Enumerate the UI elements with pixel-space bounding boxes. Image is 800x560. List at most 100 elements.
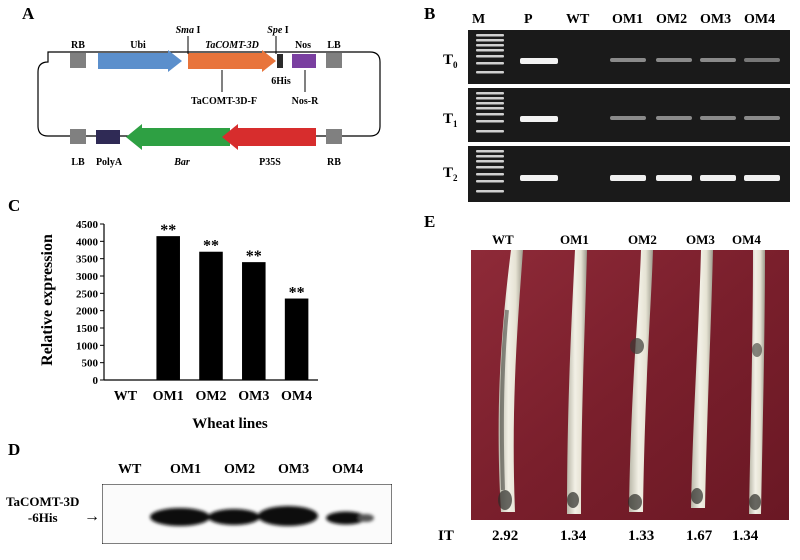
panel-label-d: D bbox=[8, 440, 21, 459]
western-band bbox=[150, 508, 210, 526]
western-band bbox=[326, 511, 366, 525]
it-value: 1.34 bbox=[560, 528, 587, 544]
gel-band bbox=[610, 175, 646, 181]
gel-band bbox=[700, 175, 736, 181]
lane-label: OM3 bbox=[700, 12, 732, 27]
x-tick-label: OM4 bbox=[281, 389, 312, 404]
y-tick-label: 4500 bbox=[76, 219, 99, 231]
gel-band bbox=[656, 58, 692, 62]
western-band bbox=[358, 514, 374, 522]
gel-band bbox=[656, 175, 692, 181]
panel-label-b: B bbox=[424, 4, 436, 23]
gel-row-label-t1: T1 bbox=[443, 111, 458, 129]
x-tick-label: OM1 bbox=[153, 389, 184, 404]
x-tick-label: WT bbox=[114, 389, 138, 404]
vector-construct-diagram: RB Ubi Sma I TaCOMT-3D Spe I Nos LB 6His… bbox=[37, 25, 381, 168]
y-tick-label: 2500 bbox=[76, 288, 99, 300]
gel-t2 bbox=[468, 146, 790, 202]
lb-border-top bbox=[326, 53, 342, 68]
panel-label-e: E bbox=[424, 212, 436, 231]
significance-label: ** bbox=[160, 222, 176, 239]
gel-band bbox=[744, 58, 780, 62]
gel-band bbox=[610, 58, 646, 62]
stem-label: OM2 bbox=[628, 232, 657, 247]
it-value: 2.92 bbox=[492, 528, 519, 544]
x-tick-label: OM3 bbox=[238, 389, 269, 404]
stem-label: WT bbox=[492, 232, 514, 247]
gel-band bbox=[700, 58, 736, 62]
stem-om2 bbox=[628, 250, 653, 512]
y-tick-label: 3000 bbox=[76, 271, 99, 283]
bar-gene-arrow bbox=[126, 124, 230, 150]
x-tick-label: OM2 bbox=[195, 389, 226, 404]
sma-site-label: Sma I bbox=[176, 25, 201, 36]
primer-r-label: Nos-R bbox=[292, 96, 319, 107]
lb-label-bottom: LB bbox=[71, 157, 85, 168]
gel-lane-headers: M P WT OM1 OM2 OM3 OM4 bbox=[466, 12, 800, 32]
gel-band bbox=[610, 116, 646, 120]
ladder-bands bbox=[476, 150, 504, 193]
y-axis-label: Relative expression bbox=[39, 234, 56, 366]
tacomt-gene-arrow bbox=[188, 50, 276, 72]
bar bbox=[284, 298, 309, 380]
western-protein-label: TaCOMT-3D -6His bbox=[6, 494, 80, 525]
gel-band bbox=[520, 58, 558, 64]
p35s-promoter-arrow bbox=[222, 124, 316, 150]
lane-label: WT bbox=[566, 12, 590, 27]
gel-band bbox=[656, 116, 692, 120]
bar-label: Bar bbox=[173, 157, 190, 168]
stem-infection-photo bbox=[471, 250, 789, 520]
western-arrow-icon: → bbox=[84, 508, 100, 525]
nos-label-top: Nos bbox=[295, 40, 311, 51]
lane-label: M bbox=[472, 12, 486, 27]
bar bbox=[242, 262, 266, 380]
western-lane-label: OM2 bbox=[224, 462, 256, 477]
bar bbox=[156, 236, 180, 380]
significance-label: ** bbox=[289, 285, 305, 302]
gel-band bbox=[744, 116, 780, 120]
primer-f-label: TaCOMT-3D-F bbox=[191, 96, 257, 107]
significance-label: ** bbox=[246, 248, 262, 265]
nos-terminator-box bbox=[292, 54, 316, 68]
ubi-label: Ubi bbox=[130, 40, 146, 51]
y-tick-label: 4000 bbox=[76, 236, 99, 248]
it-label: IT bbox=[438, 528, 454, 544]
western-lane-label: OM1 bbox=[170, 462, 202, 477]
y-tick-label: 500 bbox=[82, 358, 99, 370]
western-lane-label: OM3 bbox=[278, 462, 310, 477]
vector-backbone-line bbox=[37, 51, 381, 137]
western-blot-membrane bbox=[102, 484, 392, 544]
ladder-bands bbox=[476, 92, 504, 133]
stem-om3 bbox=[691, 250, 713, 508]
stem-line-headers: WT OM1 OM2 OM3 OM4 bbox=[478, 232, 788, 252]
ladder-bands bbox=[476, 34, 504, 74]
western-lane-label: OM4 bbox=[332, 462, 364, 477]
ubi-promoter-arrow bbox=[98, 50, 182, 72]
y-tick-label: 1500 bbox=[76, 323, 99, 335]
gel-t0 bbox=[468, 30, 790, 84]
lane-label: OM2 bbox=[656, 12, 688, 27]
it-values-row: 2.92 1.34 1.33 1.67 1.34 bbox=[478, 528, 788, 548]
pcr-gel-images bbox=[468, 30, 790, 202]
lb-label-top: LB bbox=[327, 40, 341, 51]
bar bbox=[199, 251, 223, 380]
gel-band bbox=[520, 116, 558, 122]
rb-label-top: RB bbox=[71, 40, 85, 51]
gel-band bbox=[700, 116, 736, 120]
polya-label: PolyA bbox=[96, 157, 123, 168]
relative-expression-chart: Relative expression Wheat lines 0 500 1000… bbox=[39, 219, 318, 432]
rb-label-bottom: RB bbox=[327, 157, 341, 168]
y-tick-label: 1000 bbox=[76, 340, 99, 352]
lane-label: P bbox=[524, 12, 533, 27]
x-axis-label: Wheat lines bbox=[192, 416, 268, 432]
stem-om1 bbox=[567, 250, 587, 514]
gel-row-label-t2: T2 bbox=[443, 165, 458, 183]
y-tick-label: 2000 bbox=[76, 306, 99, 318]
stem-label: OM3 bbox=[686, 232, 715, 247]
gel-band bbox=[744, 175, 780, 181]
it-value: 1.34 bbox=[732, 528, 759, 544]
western-band bbox=[258, 506, 318, 526]
gel-row-label-t0: T0 bbox=[443, 52, 458, 70]
stem-wt bbox=[498, 250, 523, 512]
polya-box bbox=[96, 130, 120, 144]
